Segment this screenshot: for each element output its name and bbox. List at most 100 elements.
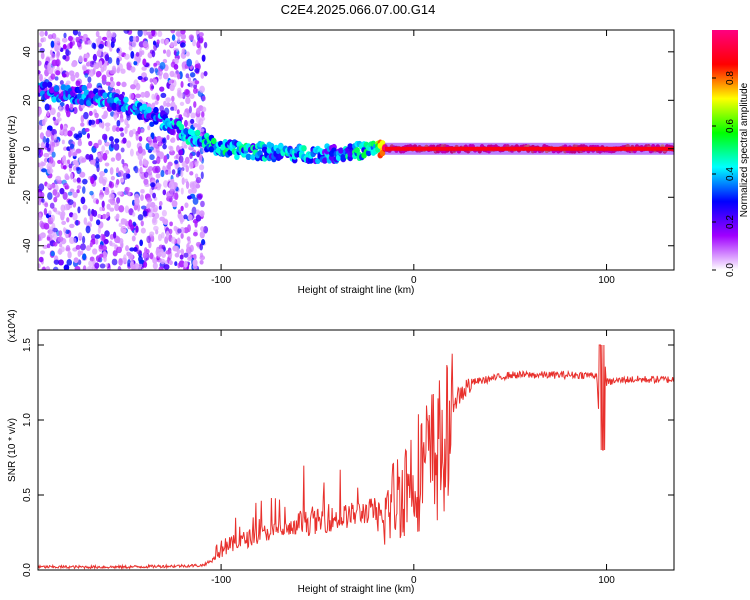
- snr-x-tick-label: -100: [211, 575, 231, 586]
- heatmap-noise-cell: [173, 50, 177, 56]
- heatmap-noise-cell: [52, 266, 59, 270]
- heatmap-noise-cell: [118, 222, 123, 228]
- heatmap-noise-cell: [184, 156, 190, 165]
- snr-y-tick-label: 1.5: [22, 338, 33, 352]
- heatmap-noise-cell: [158, 205, 162, 210]
- heatmap-noise-cell: [175, 30, 182, 37]
- heatmap-noise-cell: [160, 258, 166, 265]
- heatmap-noise-cell: [104, 122, 111, 127]
- heatmap-noise-cell: [129, 148, 134, 157]
- heatmap-noise-cell: [67, 199, 74, 206]
- heatmap-noise-cell: [118, 258, 123, 266]
- heatmap-noise-cell: [43, 222, 50, 230]
- heatmap-noise-cell: [201, 95, 206, 102]
- heatmap-y-tick-label: 20: [22, 94, 33, 106]
- heatmap-noise-cell: [123, 30, 130, 34]
- heatmap-noise-cell: [137, 146, 143, 154]
- heatmap-noise-cell: [47, 166, 52, 175]
- heatmap-noise-cell: [151, 50, 156, 58]
- heatmap-noise-cell: [134, 197, 140, 206]
- heatmap-noise-cell: [102, 133, 108, 141]
- heatmap-noise-cell: [45, 137, 50, 144]
- heatmap-noise-cell: [51, 151, 56, 158]
- heatmap-noise-cell: [115, 126, 121, 132]
- heatmap-noise-cell: [198, 164, 205, 171]
- heatmap-noise-cell: [193, 160, 199, 165]
- heatmap-noise-cell: [117, 266, 122, 270]
- heatmap-noise-cell: [180, 248, 184, 254]
- heatmap-noise-cell: [94, 234, 101, 239]
- heatmap-noise-cell: [154, 100, 159, 105]
- heatmap-noise-cell: [40, 192, 45, 199]
- colorbar-tick-label: 0.6: [725, 119, 736, 133]
- heatmap-noise-cell: [163, 100, 167, 107]
- heatmap-noise-cell: [142, 40, 149, 48]
- snr-y-ticks: 0.0 0.5 1.0 1.5: [22, 338, 674, 577]
- heatmap-noise-cell: [44, 115, 48, 123]
- heatmap-noise-cell: [151, 102, 156, 109]
- heatmap-noise-cell: [171, 200, 178, 208]
- heatmap-signal-cell: [146, 106, 152, 114]
- heatmap-noise-cell: [55, 210, 61, 215]
- heatmap-noise-cell: [72, 212, 78, 221]
- heatmap-noise-cell: [165, 250, 172, 255]
- heatmap-x-ticks: -100 0 100: [211, 30, 615, 286]
- heatmap-noise-cell: [143, 178, 149, 185]
- heatmap-noise-cell: [112, 249, 118, 257]
- heatmap-noise-cell: [75, 219, 79, 226]
- heatmap-noise-cell: [147, 201, 152, 206]
- heatmap-noise-cell: [142, 58, 147, 66]
- heatmap-noise-cell: [127, 259, 131, 267]
- heatmap-noise-cell: [133, 60, 138, 66]
- heatmap-noise-cell: [158, 201, 163, 207]
- heatmap-noise-cell: [144, 90, 151, 98]
- heatmap-noise-cell: [174, 57, 179, 65]
- heatmap-noise-cell: [142, 210, 148, 217]
- heatmap-signal-cell: [308, 157, 314, 164]
- heatmap-noise-cell: [53, 259, 60, 265]
- heatmap-noise-cell: [158, 151, 165, 160]
- heatmap-noise-cell: [76, 177, 81, 183]
- heatmap-noise-cell: [98, 43, 104, 49]
- heatmap-noise-cell: [162, 189, 167, 196]
- heatmap-noise-cell: [149, 67, 155, 74]
- heatmap-noise-cell: [186, 236, 191, 242]
- heatmap-noise-cell: [143, 261, 148, 268]
- heatmap-noise-cell: [69, 223, 75, 229]
- heatmap-signal-cell: [301, 145, 307, 152]
- heatmap-noise-cell: [74, 266, 81, 270]
- heatmap-noise-cell: [40, 250, 46, 255]
- heatmap-noise-cell: [126, 140, 132, 149]
- heatmap-noise-cell: [53, 133, 58, 141]
- heatmap-noise-cell: [63, 32, 67, 39]
- heatmap-noise-cell: [72, 191, 78, 199]
- heatmap-noise-cell: [75, 166, 80, 171]
- snr-x-tick-label: 0: [411, 575, 417, 586]
- heatmap-noise-cell: [200, 200, 205, 208]
- heatmap-noise-cell: [199, 128, 205, 133]
- heatmap-noise-cell: [195, 209, 200, 216]
- heatmap-noise-cell: [50, 214, 55, 222]
- heatmap-noise-cell: [95, 30, 100, 38]
- heatmap-noise-cell: [110, 175, 115, 181]
- heatmap-noise-cell: [111, 258, 118, 266]
- heatmap-noise-cell: [162, 58, 168, 64]
- heatmap-noise-cell: [140, 205, 147, 210]
- heatmap-noise-cell: [195, 214, 202, 222]
- heatmap-noise-cell: [142, 158, 147, 165]
- heatmap-noise-cell: [165, 97, 172, 103]
- heatmap-noise-cell: [67, 130, 73, 137]
- heatmap-y-tick-label: -40: [22, 238, 33, 253]
- heatmap-noise-cell: [157, 30, 163, 37]
- heatmap-noise-cell: [98, 122, 103, 128]
- heatmap-noise-cell: [192, 39, 196, 47]
- heatmap-signal-cell: [354, 147, 360, 154]
- heatmap-noise-cell: [140, 194, 144, 201]
- heatmap-noise-cell: [82, 265, 87, 270]
- heatmap-y-tick-label: -20: [22, 190, 33, 205]
- heatmap-noise-cell: [97, 139, 102, 146]
- heatmap-noise-cell: [176, 237, 181, 245]
- heatmap-noise-cell: [70, 126, 76, 132]
- heatmap-noise-cell: [143, 171, 149, 178]
